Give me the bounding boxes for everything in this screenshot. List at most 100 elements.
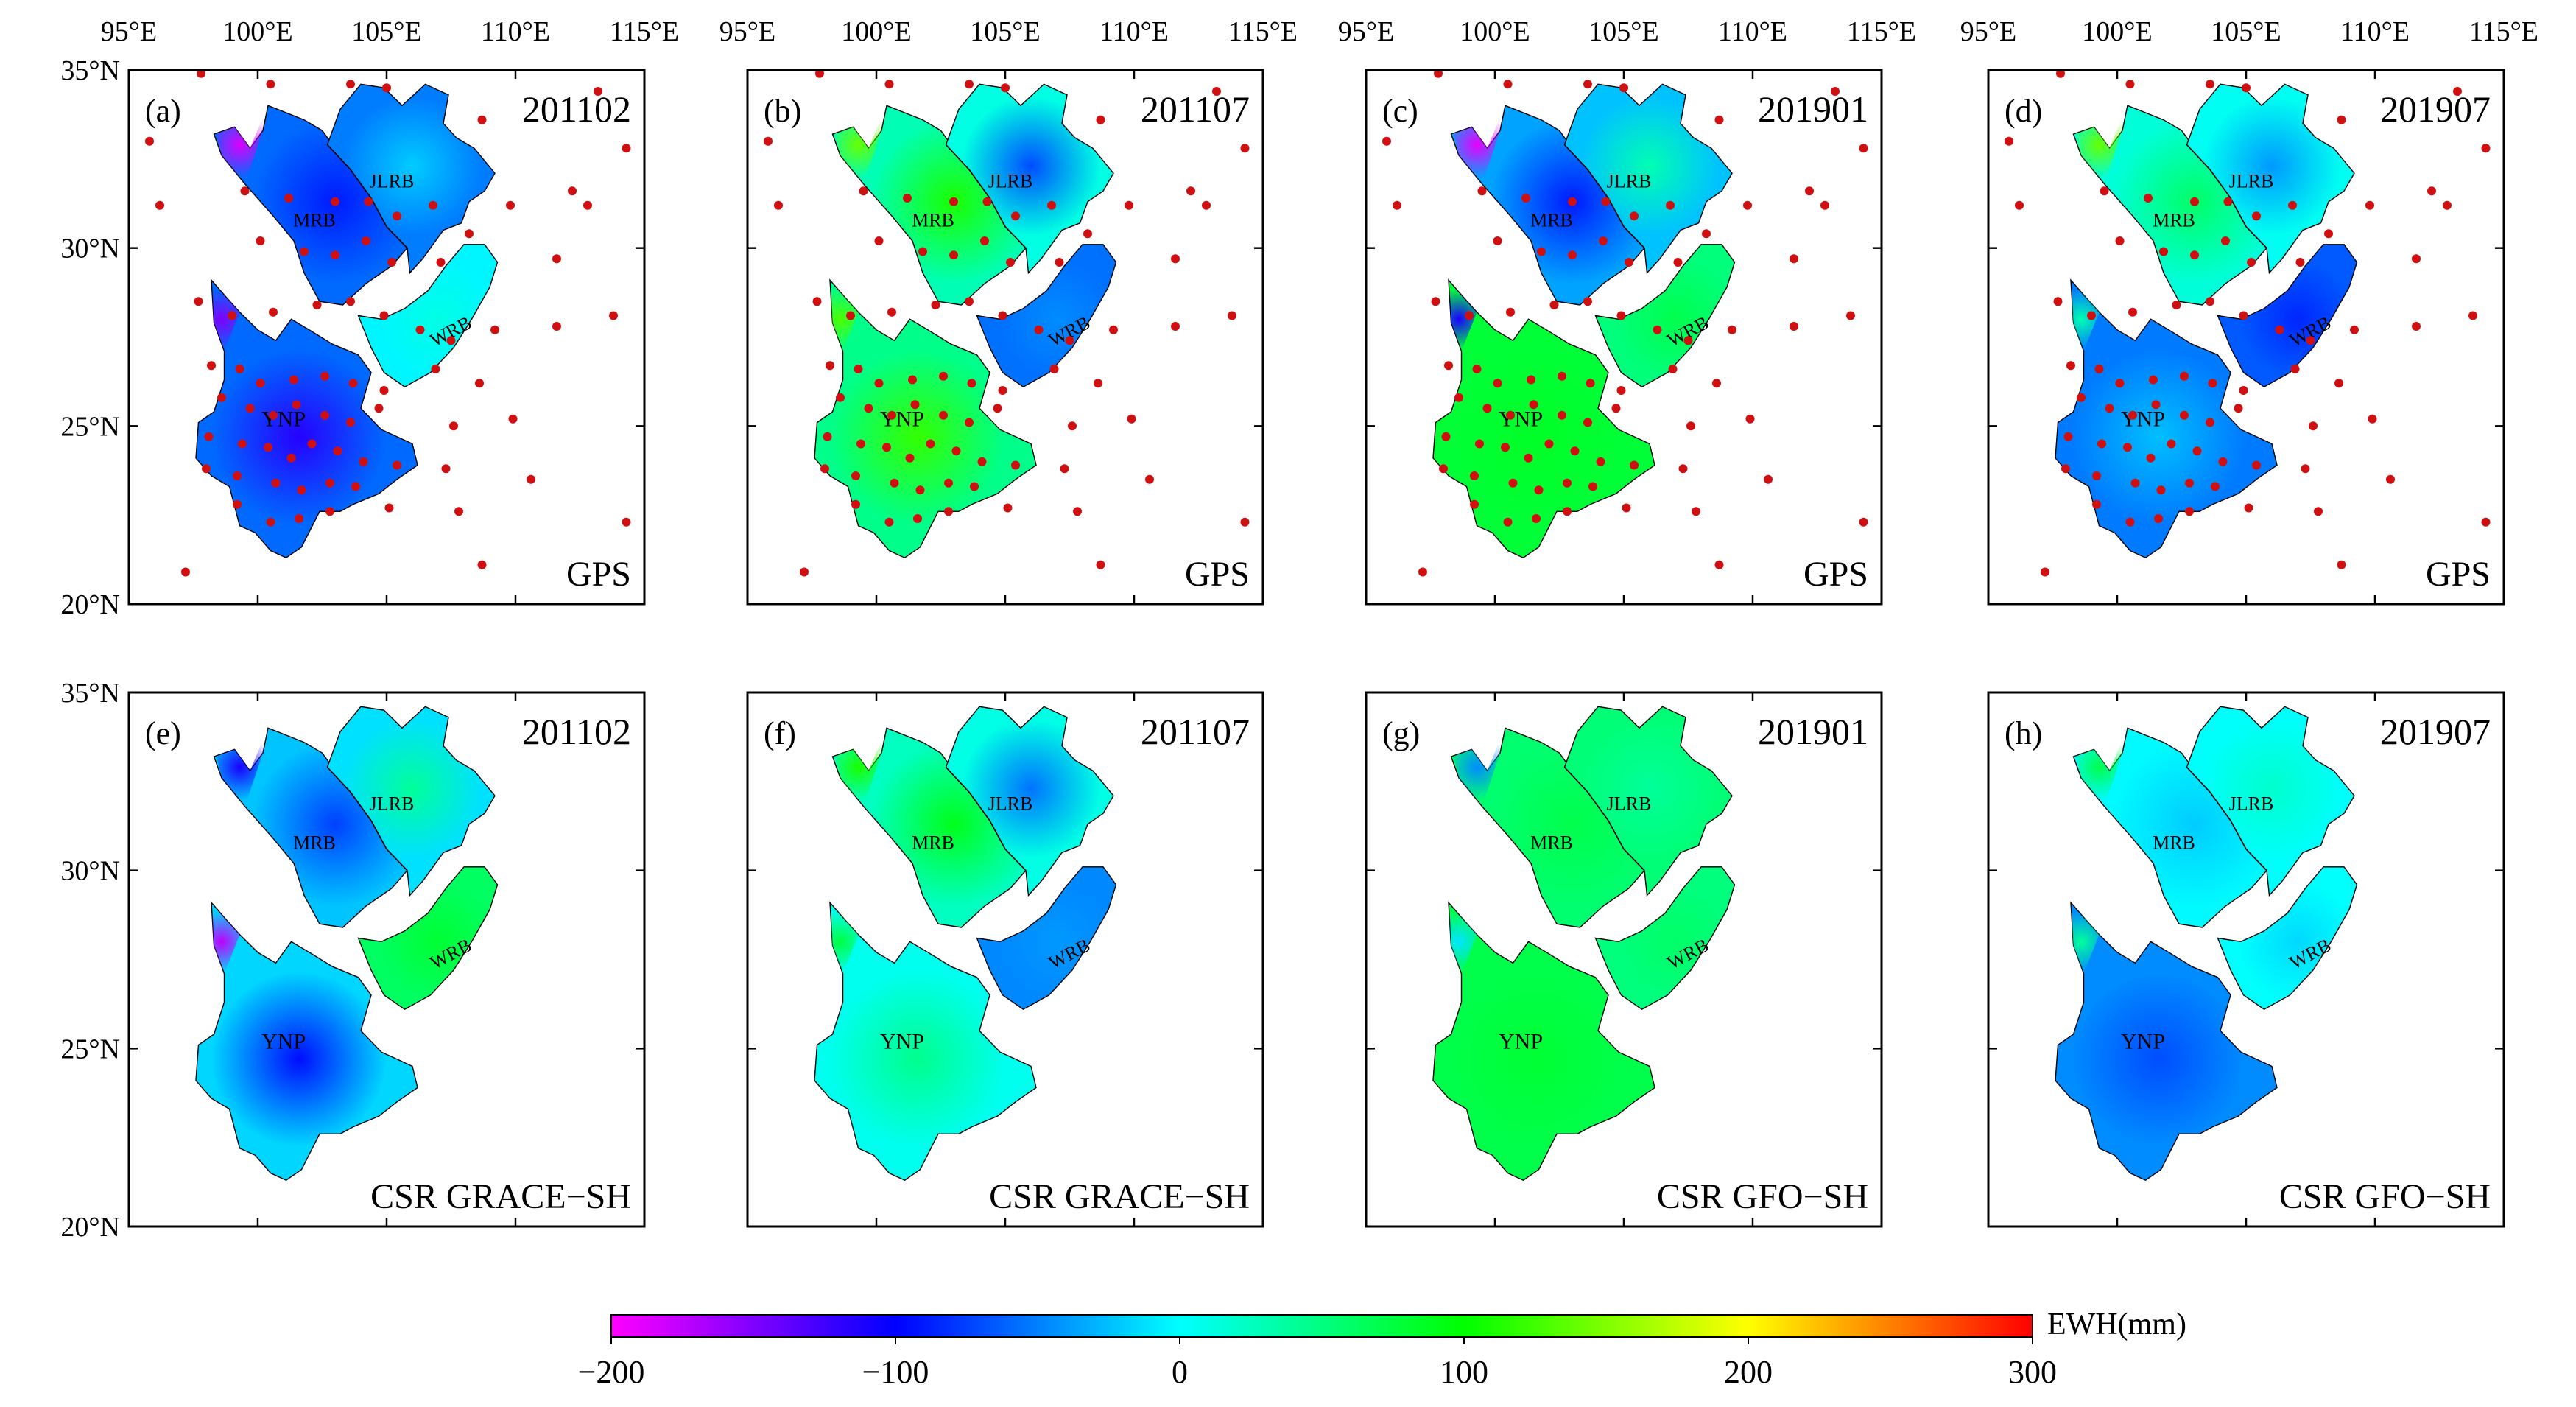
panel-data-source: CSR GFO−SH <box>1657 1177 1868 1216</box>
gps-station-dot <box>965 80 974 89</box>
gps-station-dot <box>812 297 822 306</box>
region-label-ynp: YNP <box>2121 1029 2165 1053</box>
gps-station-dot <box>307 439 317 449</box>
gps-station-dot <box>2337 560 2346 569</box>
gps-station-dot <box>949 197 958 206</box>
lat-tick-label: 35°N <box>60 55 120 86</box>
gps-station-dot <box>1202 200 1211 210</box>
gps-station-dot <box>836 393 845 402</box>
basin-anomaly-mrb_nw <box>1454 728 1505 807</box>
lon-tick-label: 95°E <box>101 16 157 47</box>
gps-station-dot <box>320 410 329 420</box>
gps-station-dot <box>2206 80 2214 89</box>
gps-station-dot <box>1503 80 1513 89</box>
gps-station-dot <box>1508 478 1518 488</box>
gps-station-dot <box>2190 250 2199 260</box>
gps-station-dot <box>1003 503 1013 513</box>
gps-station-dot <box>527 474 535 484</box>
basin-ynp <box>2055 901 2278 1182</box>
lat-tick-label: 35°N <box>60 678 120 709</box>
gps-station-dot <box>333 446 342 456</box>
gps-station-dot <box>2092 471 2101 480</box>
gps-station-dot <box>2154 514 2163 523</box>
gps-station-dot <box>2151 400 2161 410</box>
gps-station-dot <box>951 446 961 456</box>
gps-station-dot <box>2115 379 2125 388</box>
gps-station-dot <box>1145 474 1154 484</box>
basin-anomaly-mrb_nw <box>217 728 268 807</box>
gps-station-dot <box>2427 186 2436 196</box>
colorbar: −200 −100 0 100 200 300 EWH(mm) <box>578 1308 2186 1390</box>
gps-station-dot <box>2105 404 2114 413</box>
gps-station-dot <box>269 410 278 420</box>
gps-station-dot <box>2180 371 2189 381</box>
gps-station-dot <box>815 70 824 78</box>
panel-date: 201107 <box>1141 88 1250 130</box>
gps-station-dot <box>1534 485 1544 495</box>
gps-station-dot <box>1859 144 1868 153</box>
panel-data-source: CSR GRACE−SH <box>989 1177 1250 1216</box>
gps-station-dot <box>1065 336 1074 345</box>
panel-data-source: GPS <box>1803 555 1868 594</box>
gps-station-dot <box>1692 507 1700 516</box>
region-label-mrb: MRB <box>912 210 954 231</box>
gps-station-dot <box>364 197 373 206</box>
gps-station-dot <box>622 517 631 527</box>
gps-station-dot <box>1240 517 1250 527</box>
gps-station-dot <box>2324 229 2333 239</box>
gps-station-dot <box>2386 474 2395 484</box>
gps-station-dot <box>292 400 301 410</box>
lon-tick-label: 95°E <box>719 16 775 47</box>
gps-station-dot <box>2453 87 2462 96</box>
gps-station-dot <box>1686 421 1695 431</box>
gps-station-dot <box>1532 514 1541 523</box>
region-label-ynp: YNP <box>880 407 924 431</box>
gps-station-dot <box>1630 211 1639 221</box>
gps-station-dot <box>266 80 275 89</box>
gps-station-dot <box>944 507 953 516</box>
gps-station-dot <box>2100 186 2109 196</box>
gps-station-dot <box>346 418 355 427</box>
gps-station-dot <box>774 200 783 210</box>
gps-station-dot <box>1482 404 1492 413</box>
gps-station-dot <box>970 482 979 491</box>
gps-station-dot <box>1563 478 1572 488</box>
gps-station-dot <box>1060 464 1069 474</box>
panel-letter: (e) <box>145 715 181 751</box>
gps-station-dot <box>622 144 631 153</box>
gps-station-dot <box>393 460 401 470</box>
gps-station-dot <box>2128 307 2137 317</box>
gps-station-dot <box>1472 365 1482 373</box>
gps-station-dot <box>465 229 474 239</box>
lat-tick-label: 30°N <box>60 856 120 887</box>
gps-station-dot <box>2077 393 2086 402</box>
gps-station-dot <box>2368 414 2377 424</box>
gps-station-dot <box>264 443 272 452</box>
gps-station-dot <box>155 200 164 210</box>
gps-station-dot <box>1743 200 1752 210</box>
gps-station-dot <box>207 361 216 371</box>
gps-station-dot <box>1521 194 1530 203</box>
colorbar-tick-label: 200 <box>1724 1354 1773 1390</box>
gps-station-dot <box>2301 464 2310 474</box>
lon-tick-label: 100°E <box>1460 16 1530 47</box>
gps-station-dot <box>2159 247 2168 256</box>
panel-date: 201102 <box>522 88 631 130</box>
gps-station-dot <box>944 478 953 488</box>
gps-station-dot <box>1228 311 1236 320</box>
panel-letter: (a) <box>145 93 181 129</box>
lon-tick-label: 100°E <box>841 16 911 47</box>
gps-station-dot <box>1240 144 1250 153</box>
gps-station-dot <box>2334 379 2343 388</box>
lon-tick-label: 100°E <box>2082 16 2152 47</box>
gps-station-dot <box>289 375 298 385</box>
gps-station-dot <box>2206 297 2214 306</box>
region-label-jlrb: JLRB <box>370 793 415 815</box>
gps-station-dot <box>967 379 976 388</box>
gps-station-dot <box>1714 560 1724 569</box>
gps-station-dot <box>2192 446 2202 456</box>
gps-station-dot <box>1434 70 1443 78</box>
gps-station-dot <box>583 200 592 210</box>
